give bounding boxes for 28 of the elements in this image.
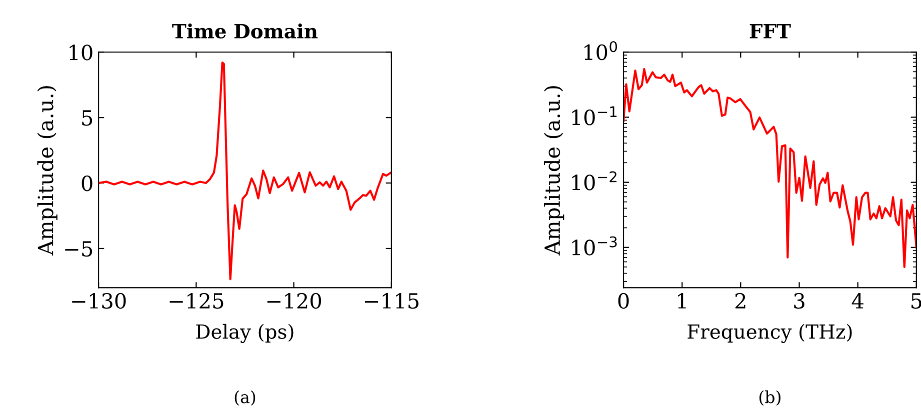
x-tick-label: −125 [170,292,224,309]
chart-title: Time Domain [172,23,318,39]
y-axis-title: Amplitude (a.u.) [37,86,58,256]
y-tick-label: −5 [65,241,92,257]
x-tick-label: −130 [72,292,126,309]
x-tick-label: 2 [735,292,746,308]
line-series [624,68,916,268]
y-tick-label: 5 [82,110,92,126]
y-tick-label: 10$^{−3}$ [572,236,617,256]
x-tick-label: 0 [618,292,629,309]
y-axis-title: Amplitude (a.u.) [544,86,564,256]
x-tick-label: 1 [678,292,686,308]
x-axis-title: Delay (ps) [196,324,294,343]
x-tick-label: 4 [852,292,864,308]
y-tick-label: 10 [70,44,92,60]
x-tick-label: −120 [267,292,322,309]
text: (a) [234,390,256,406]
line-series [98,62,392,280]
x-axis-title: Frequency (THz) [688,324,852,343]
x-tick-label: 5 [912,293,921,309]
y-tick-label: 10$^{−2}$ [572,171,616,190]
chart-title: FFT [750,24,791,38]
x-tick-label: −115 [365,292,418,309]
x-tick-label: 3 [794,292,804,309]
y-tick-label: 10$^{0}$ [584,41,618,60]
text: (b) [759,390,780,406]
y-tick-label: 10$^{−1}$ [572,106,617,126]
y-tick-label: 0 [82,175,92,192]
